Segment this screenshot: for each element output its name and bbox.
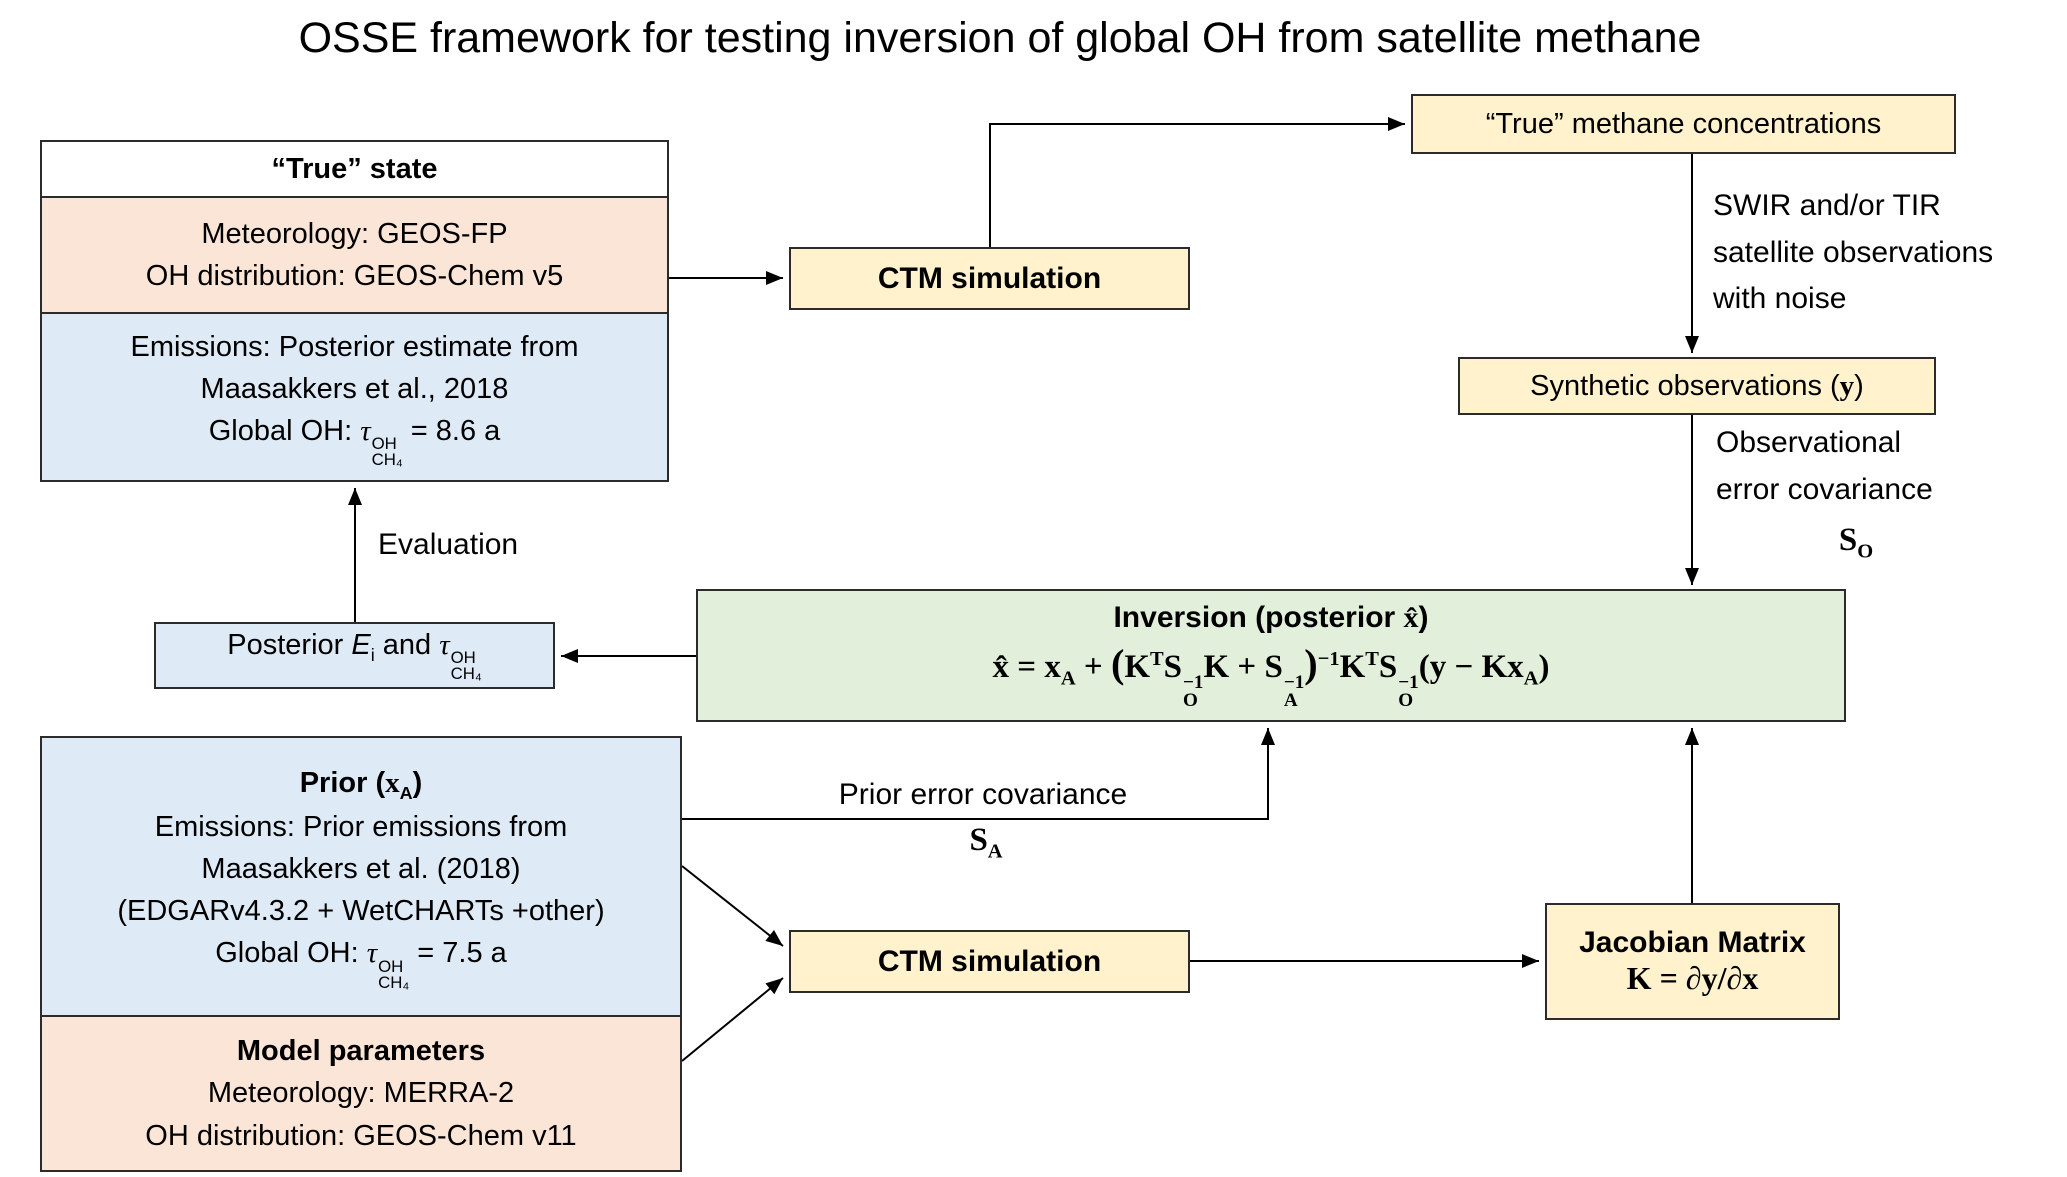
- swir-note-line1: SWIR and/or TIR: [1713, 189, 1941, 222]
- evaluation-label: Evaluation: [378, 528, 519, 561]
- prior-title: Prior (xA): [299, 767, 423, 804]
- prior-box: Prior (xA) Emissions: Prior emissions fr…: [40, 736, 682, 1172]
- oh-distribution-line: OH distribution: GEOS-Chem v5: [145, 260, 564, 292]
- jacobian-box: Jacobian Matrix K = ∂y/∂x: [1545, 903, 1840, 1020]
- jacobian-title: Jacobian Matrix: [1579, 926, 1806, 959]
- inversion-title: Inversion (posterior x̂): [1113, 601, 1429, 635]
- synthetic-observations-label: Synthetic observations (y): [1530, 369, 1864, 402]
- diagram-title: OSSE framework for testing inversion of …: [298, 14, 1702, 62]
- observational-error-line1: Observational: [1716, 426, 1902, 459]
- arrow-prior-to-ctm-bottom-lower: [681, 977, 784, 1062]
- model-oh-distribution-line: OH distribution: GEOS-Chem v11: [145, 1119, 577, 1152]
- ctm-simulation-top-label: CTM simulation: [877, 261, 1102, 295]
- true-methane-label: “True” methane concentrations: [1485, 107, 1882, 140]
- prior-global-oh-line: Global OH: τ OH CH₄ = 7.5 a: [215, 937, 507, 992]
- true-methane-box: “True” methane concentrations: [1411, 94, 1956, 154]
- prior-error-note: Prior error covariance: [838, 778, 1128, 811]
- meteorology-line: Meteorology: GEOS-FP: [201, 217, 508, 250]
- global-oh-lifetime-line: Global OH: τ OH CH₄ = 8.6 a: [208, 414, 501, 470]
- prior-emissions-line1: Emissions: Prior emissions from: [154, 811, 568, 844]
- emissions-source-line: Maasakkers et al., 2018: [200, 372, 509, 405]
- synthetic-observations-box: Synthetic observations (y): [1458, 357, 1936, 415]
- ctm-simulation-bottom-box: CTM simulation: [789, 930, 1190, 993]
- swir-note-line2: satellite observations: [1713, 235, 1994, 269]
- s-o-symbol: SO: [1838, 522, 1874, 563]
- arrow-ctm-top-to-true-methane: [989, 117, 1405, 247]
- swir-note: SWIR and/or TIR satellite observations w…: [1713, 183, 2067, 323]
- inversion-box: Inversion (posterior x̂) x̂ = xA + (KTS −…: [696, 589, 1846, 722]
- swir-note-line3: with noise: [1713, 282, 1847, 315]
- jacobian-formula: K = ∂y/∂x: [1626, 960, 1759, 996]
- prior-emissions-section: Prior (xA) Emissions: Prior emissions fr…: [42, 738, 680, 1015]
- model-parameters-section: Model parameters Meteorology: MERRA-2 OH…: [42, 1015, 680, 1170]
- prior-emissions-line3: (EDGARv4.3.2 + WetCHARTs +other): [117, 895, 605, 928]
- model-meteorology-line: Meteorology: MERRA-2: [207, 1077, 515, 1110]
- emissions-line: Emissions: Posterior estimate from: [130, 330, 579, 363]
- arrow-prior-to-ctm-bottom-upper: [681, 865, 784, 947]
- true-state-meteorology-section: Meteorology: GEOS-FP OH distribution: GE…: [42, 196, 667, 312]
- observational-error-line2: error covariance: [1716, 472, 1933, 506]
- true-state-emissions-section: Emissions: Posterior estimate from Maasa…: [42, 312, 667, 480]
- prior-emissions-line2: Maasakkers et al. (2018): [201, 853, 521, 886]
- s-a-symbol: SA: [969, 822, 1003, 863]
- true-state-header: “True” state: [271, 152, 438, 185]
- ctm-simulation-bottom-label: CTM simulation: [877, 944, 1102, 978]
- model-parameters-header: Model parameters: [236, 1035, 486, 1068]
- posterior-box: Posterior Ei and τ OH CH₄: [154, 622, 555, 689]
- ctm-simulation-top-box: CTM simulation: [789, 247, 1190, 310]
- true-state-box: “True” state Meteorology: GEOS-FP OH dis…: [40, 140, 669, 482]
- posterior-label: Posterior Ei and τ OH CH₄: [227, 628, 482, 684]
- inversion-formula: x̂ = xA + (KTS −1 O K + S −1 A)−1KTS −1 O (y − K…: [992, 641, 1550, 711]
- observational-error-note: Observational error covariance: [1716, 420, 2056, 513]
